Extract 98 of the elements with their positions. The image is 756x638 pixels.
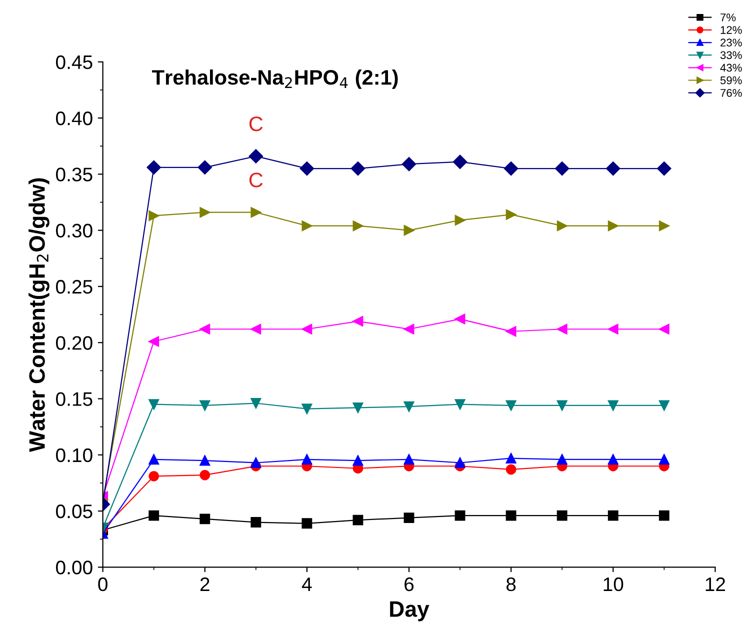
legend-label: 33% — [720, 51, 742, 60]
y-axis-title: Water Content(gH$_{2}$O/gdw) — [28, 178, 50, 452]
legend-label: 12% — [720, 26, 742, 34]
legend-label: 7% — [720, 14, 736, 22]
point — [200, 324, 210, 334]
point — [302, 404, 312, 414]
point — [404, 454, 414, 465]
point — [250, 324, 262, 334]
point — [658, 454, 670, 465]
legend-label: 76% — [720, 88, 742, 97]
y-tick-label: 0.00 — [56, 560, 92, 574]
point — [404, 401, 414, 412]
point — [454, 399, 466, 410]
point — [250, 398, 262, 408]
point — [402, 156, 416, 172]
point — [506, 453, 516, 464]
y-tick-label: 0.25 — [56, 280, 92, 294]
point — [148, 336, 160, 347]
legend-label: 23% — [720, 38, 742, 47]
point — [302, 220, 312, 232]
point — [250, 458, 262, 468]
point — [454, 314, 466, 324]
point — [504, 161, 518, 176]
point — [352, 220, 364, 232]
annotation: C — [249, 172, 263, 188]
y-tick-label: 0.40 — [56, 112, 92, 126]
point — [556, 454, 568, 465]
x-tick-label: 12 — [706, 577, 726, 591]
point — [658, 220, 670, 232]
point — [556, 510, 568, 521]
point — [404, 512, 414, 523]
point — [608, 220, 618, 232]
point — [148, 399, 160, 410]
point — [556, 400, 568, 411]
legend-label: 59% — [720, 76, 742, 84]
y-tick-label: 0.10 — [56, 448, 92, 462]
y-tick-label: 0.30 — [56, 224, 92, 238]
x-axis-title: Day — [390, 601, 430, 622]
point — [506, 209, 516, 220]
annotation: C — [249, 116, 263, 132]
point — [404, 324, 414, 334]
point — [658, 400, 670, 411]
point — [302, 454, 312, 465]
point — [454, 510, 466, 521]
point — [352, 514, 364, 526]
point — [146, 160, 161, 175]
point — [352, 455, 364, 466]
point — [556, 220, 568, 232]
y-tick-label: 0.15 — [56, 392, 92, 406]
point — [556, 324, 568, 334]
point — [300, 161, 314, 176]
point — [506, 510, 516, 521]
point — [658, 324, 670, 334]
point — [352, 402, 364, 413]
y-tick-label: 0.45 — [56, 55, 92, 70]
point — [452, 154, 468, 169]
point — [198, 160, 212, 175]
chart-title: Trehalose-Na$_{2}$HPO$_{4}$ (2:1) — [152, 69, 398, 89]
point — [657, 161, 672, 176]
y-tick-label: 0.05 — [56, 504, 92, 518]
point — [302, 518, 312, 529]
point — [404, 225, 414, 236]
point — [302, 324, 312, 334]
x-tick-label: 4 — [302, 578, 312, 591]
y-tick-label: 0.35 — [56, 168, 92, 182]
point — [200, 400, 210, 411]
y-tick-label: 0.20 — [56, 336, 92, 350]
x-tick-label: 10 — [604, 577, 624, 592]
point — [454, 458, 466, 468]
point — [608, 510, 618, 521]
legend-label: 43% — [720, 64, 742, 72]
point — [658, 510, 670, 521]
point — [350, 161, 366, 176]
point — [506, 400, 516, 411]
point — [454, 215, 466, 226]
point — [506, 464, 516, 475]
point — [148, 210, 160, 221]
point — [148, 471, 160, 482]
point — [606, 161, 620, 176]
point — [250, 517, 262, 528]
x-tick-label: 8 — [506, 577, 516, 592]
x-tick-label: 0 — [98, 577, 108, 592]
x-tick-label: 2 — [200, 577, 210, 591]
point — [148, 510, 160, 521]
point — [608, 454, 618, 465]
point — [200, 514, 210, 524]
point — [608, 400, 618, 411]
point — [506, 326, 516, 337]
point — [200, 455, 210, 466]
point — [200, 470, 210, 480]
point — [148, 454, 160, 465]
point — [608, 324, 618, 334]
point — [248, 149, 263, 164]
point — [250, 207, 262, 218]
point — [555, 161, 570, 176]
x-tick-label: 6 — [404, 577, 414, 592]
point — [200, 207, 210, 218]
point — [352, 316, 364, 326]
